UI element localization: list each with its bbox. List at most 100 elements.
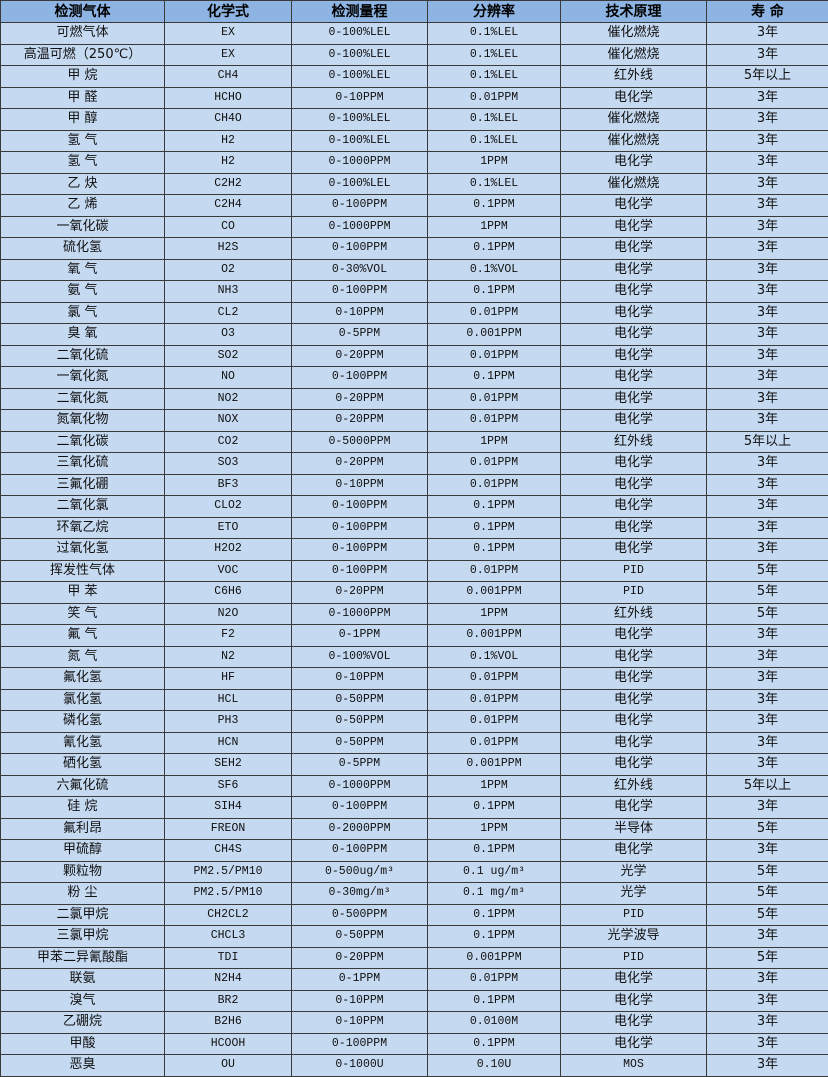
header-formula: 化学式	[165, 1, 292, 23]
cell-formula: TDI	[165, 947, 292, 969]
cell-formula: BR2	[165, 990, 292, 1012]
cell-principle: 电化学	[561, 195, 707, 217]
cell-range: 0-10PPM	[292, 302, 428, 324]
cell-gas: 氨 气	[1, 281, 165, 303]
cell-formula: HCL	[165, 689, 292, 711]
cell-range: 0-500ug/m³	[292, 861, 428, 883]
cell-formula: HCN	[165, 732, 292, 754]
cell-gas: 环氧乙烷	[1, 517, 165, 539]
cell-principle: 电化学	[561, 238, 707, 260]
cell-principle: 光学波导	[561, 926, 707, 948]
cell-formula: PH3	[165, 711, 292, 733]
cell-range: 0-100PPM	[292, 517, 428, 539]
cell-principle: 电化学	[561, 302, 707, 324]
cell-formula: EX	[165, 44, 292, 66]
cell-range: 0-100%LEL	[292, 23, 428, 45]
cell-lifespan: 5年	[707, 883, 828, 905]
cell-formula: C2H2	[165, 173, 292, 195]
cell-gas: 甲硫醇	[1, 840, 165, 862]
cell-range: 0-100%LEL	[292, 109, 428, 131]
cell-lifespan: 3年	[707, 646, 828, 668]
cell-range: 0-5PPM	[292, 324, 428, 346]
cell-range: 0-100PPM	[292, 539, 428, 561]
cell-formula: O3	[165, 324, 292, 346]
cell-lifespan: 3年	[707, 109, 828, 131]
cell-lifespan: 3年	[707, 1012, 828, 1034]
cell-principle: PID	[561, 582, 707, 604]
cell-principle: 电化学	[561, 388, 707, 410]
cell-principle: PID	[561, 904, 707, 926]
cell-formula: ETO	[165, 517, 292, 539]
cell-lifespan: 5年以上	[707, 66, 828, 88]
cell-gas: 氟化氢	[1, 668, 165, 690]
cell-lifespan: 3年	[707, 173, 828, 195]
cell-resolution: 0.1PPM	[428, 496, 561, 518]
cell-lifespan: 3年	[707, 689, 828, 711]
cell-formula: CH4	[165, 66, 292, 88]
cell-range: 0-10PPM	[292, 1012, 428, 1034]
cell-formula: OU	[165, 1055, 292, 1077]
cell-range: 0-1000U	[292, 1055, 428, 1077]
cell-gas: 二氧化氮	[1, 388, 165, 410]
cell-gas: 硫化氢	[1, 238, 165, 260]
cell-range: 0-10PPM	[292, 990, 428, 1012]
cell-principle: 电化学	[561, 539, 707, 561]
cell-gas: 六氟化硫	[1, 775, 165, 797]
cell-principle: 电化学	[561, 754, 707, 776]
cell-resolution: 0.01PPM	[428, 711, 561, 733]
cell-gas: 过氧化氢	[1, 539, 165, 561]
cell-resolution: 0.1%LEL	[428, 173, 561, 195]
cell-gas: 溴气	[1, 990, 165, 1012]
cell-gas: 乙硼烷	[1, 1012, 165, 1034]
cell-resolution: 0.1%LEL	[428, 44, 561, 66]
cell-resolution: 0.1%LEL	[428, 130, 561, 152]
cell-principle: 电化学	[561, 625, 707, 647]
cell-gas: 笑 气	[1, 603, 165, 625]
cell-formula: CH2CL2	[165, 904, 292, 926]
cell-range: 0-50PPM	[292, 732, 428, 754]
cell-lifespan: 3年	[707, 410, 828, 432]
cell-formula: H2	[165, 152, 292, 174]
cell-gas: 甲 醛	[1, 87, 165, 109]
cell-formula: SIH4	[165, 797, 292, 819]
cell-range: 0-100%LEL	[292, 66, 428, 88]
cell-resolution: 0.1PPM	[428, 539, 561, 561]
cell-gas: 硒化氢	[1, 754, 165, 776]
cell-range: 0-50PPM	[292, 926, 428, 948]
cell-gas: 氧 气	[1, 259, 165, 281]
cell-formula: BF3	[165, 474, 292, 496]
cell-lifespan: 3年	[707, 625, 828, 647]
cell-resolution: 0.01PPM	[428, 668, 561, 690]
cell-resolution: 1PPM	[428, 431, 561, 453]
cell-range: 0-100%LEL	[292, 44, 428, 66]
cell-resolution: 0.1PPM	[428, 195, 561, 217]
cell-range: 0-5000PPM	[292, 431, 428, 453]
cell-principle: 电化学	[561, 517, 707, 539]
cell-resolution: 0.1PPM	[428, 797, 561, 819]
cell-formula: CO2	[165, 431, 292, 453]
cell-gas: 三氧化硫	[1, 453, 165, 475]
cell-principle: 电化学	[561, 152, 707, 174]
cell-gas: 氢 气	[1, 152, 165, 174]
cell-lifespan: 3年	[707, 754, 828, 776]
cell-principle: 电化学	[561, 1012, 707, 1034]
cell-gas: 三氟化硼	[1, 474, 165, 496]
cell-gas: 粉 尘	[1, 883, 165, 905]
cell-formula: H2	[165, 130, 292, 152]
